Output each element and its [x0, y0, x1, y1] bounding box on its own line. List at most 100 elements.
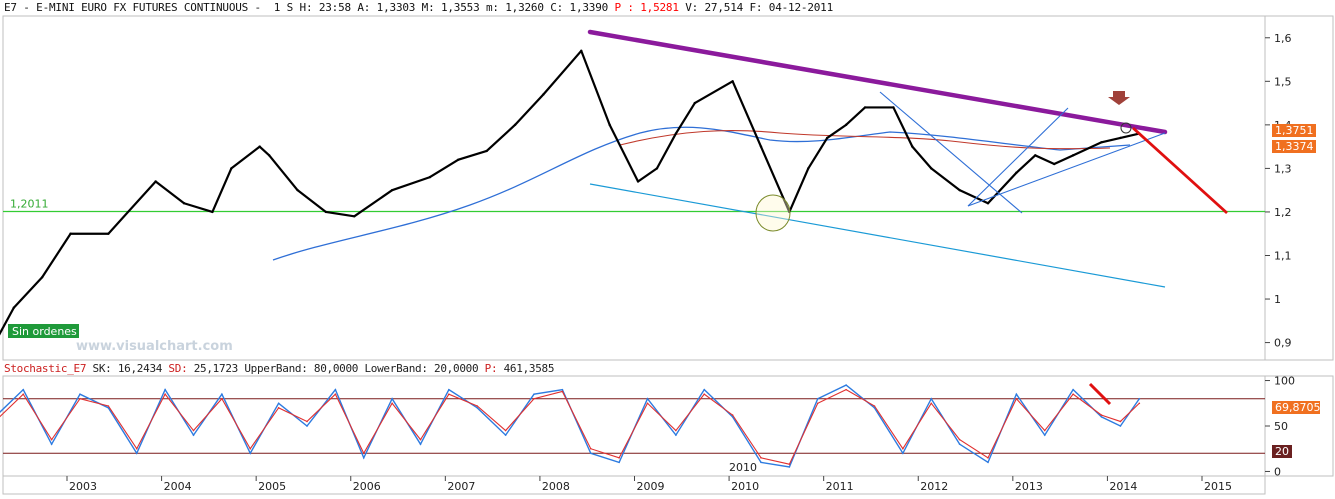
stoch-tick-label: 100 [1274, 375, 1295, 388]
stoch-tick-label: 0 [1274, 465, 1281, 478]
price-point [930, 167, 933, 170]
price-point [230, 167, 233, 170]
stoch-point [816, 397, 819, 400]
time-tick-label: 2011 [826, 480, 854, 493]
price-panel[interactable] [2, 15, 1266, 361]
price-tick-label: 1,3 [1274, 162, 1292, 175]
stoch-point [731, 414, 734, 416]
stoch-point [50, 438, 53, 441]
price-point [863, 106, 867, 109]
lower-channel-line[interactable] [589, 183, 1166, 288]
price-axis-ticks: 1,61,51,41,31,21,110,9 [1274, 32, 1292, 350]
no-orders-label: Sin ordenes [12, 325, 77, 338]
projection-arrow-line[interactable] [1132, 126, 1228, 215]
down-arrow-icon [1108, 91, 1130, 105]
price-point [457, 158, 460, 161]
price-point [40, 276, 44, 279]
stoch-point [675, 434, 677, 436]
instrument-name: E-MINI EURO FX FUTURES CONTINUOUS [36, 1, 249, 14]
price-tick-label: 1 [1274, 293, 1281, 306]
price-point [759, 145, 763, 148]
high-value: 1,3553 [440, 1, 480, 14]
price-point [958, 188, 961, 192]
ascending-channel-line[interactable] [967, 107, 1069, 207]
stoch-sk-label: SK: [92, 362, 112, 375]
price-point [807, 167, 810, 170]
stoch-point [334, 393, 337, 395]
ascending-support-line[interactable] [967, 132, 1166, 207]
stoch-point [1015, 393, 1018, 395]
stoch-sk-value: 16,2434 [117, 362, 163, 375]
price-point [892, 106, 895, 109]
descending-trendline[interactable] [879, 91, 1023, 214]
price-point [636, 180, 640, 183]
open-label: A: [357, 1, 371, 14]
price-point [1119, 136, 1122, 140]
stoch-point [816, 402, 819, 405]
stoch-point [107, 405, 110, 407]
price-point [267, 154, 271, 157]
stoch-point [448, 393, 450, 395]
stoch-point [476, 407, 479, 409]
stoch-point [334, 388, 337, 391]
stoch-point [788, 463, 791, 465]
current-price-circle[interactable] [1120, 122, 1132, 134]
date-label: F: [749, 1, 763, 14]
stoch-upper-label: UpperBand: [244, 362, 308, 375]
stoch-point [192, 434, 195, 436]
stoch-divergence-line[interactable] [1088, 382, 1112, 406]
price-point [542, 93, 545, 96]
price-point [485, 149, 488, 153]
price-point [211, 210, 214, 214]
stoch-point [419, 443, 422, 445]
stoch-point [902, 447, 904, 450]
time-tick-label: 2005 [258, 480, 286, 493]
stoch-point [79, 397, 81, 400]
stoch-point [533, 393, 535, 395]
open-value: 1,3303 [376, 1, 416, 14]
header-sep-2: - [248, 1, 274, 14]
time-tick-label: 2014 [1109, 480, 1137, 493]
price-tick-label: 1,1 [1274, 249, 1292, 262]
stoch-point [675, 429, 677, 432]
price-point [390, 188, 394, 192]
stoch-lower-marker-box [1272, 445, 1292, 458]
stoch-point [1015, 397, 1018, 400]
price-point [324, 210, 328, 214]
price-axis-panel[interactable] [1264, 15, 1334, 361]
stoch-tick-label: 50 [1274, 420, 1288, 433]
price-point [107, 232, 110, 235]
stoch-point [703, 393, 706, 395]
stoch-point [504, 429, 507, 432]
price-point [986, 202, 990, 205]
stoch-points [22, 384, 1141, 468]
stoch-value-marker: 69,8705 [1275, 401, 1321, 414]
stoch-point [902, 452, 904, 455]
time-axis-ticks: 2003 2004 2005 2006 2007 2008 2009 2010 2011 2012… [66, 476, 1232, 493]
time-tick-label: 2012 [920, 480, 948, 493]
time-tick-label: 2010 [731, 480, 759, 493]
time-tick-label: 2015 [1204, 480, 1232, 493]
stoch-point [703, 388, 706, 391]
chart-header: E7 - E-MINI EURO FX FUTURES CONTINUOUS -… [4, 1, 833, 15]
price-point [608, 123, 611, 127]
price-tick-label: 1,6 [1274, 32, 1292, 45]
time-tick-label: 2013 [1015, 480, 1043, 493]
price-tick-label: 1,5 [1274, 75, 1292, 88]
stoch-panel[interactable] [2, 375, 1266, 477]
stoch-axis-panel[interactable] [1264, 375, 1334, 477]
stoch-value-marker-box [1272, 401, 1320, 414]
stoch-point [249, 447, 252, 450]
resistance-trendline[interactable] [587, 29, 1168, 135]
time-value: 23:58 [318, 1, 351, 14]
price-point [1053, 162, 1056, 166]
stoch-point [1043, 434, 1046, 436]
price-point [182, 202, 186, 205]
stoch-point [1072, 388, 1074, 391]
stoch-point [646, 397, 649, 400]
low-highlight-circle[interactable] [755, 194, 791, 232]
price-point [580, 49, 583, 53]
price-point [353, 215, 356, 218]
price-point [1015, 171, 1018, 174]
price-point [12, 306, 15, 309]
